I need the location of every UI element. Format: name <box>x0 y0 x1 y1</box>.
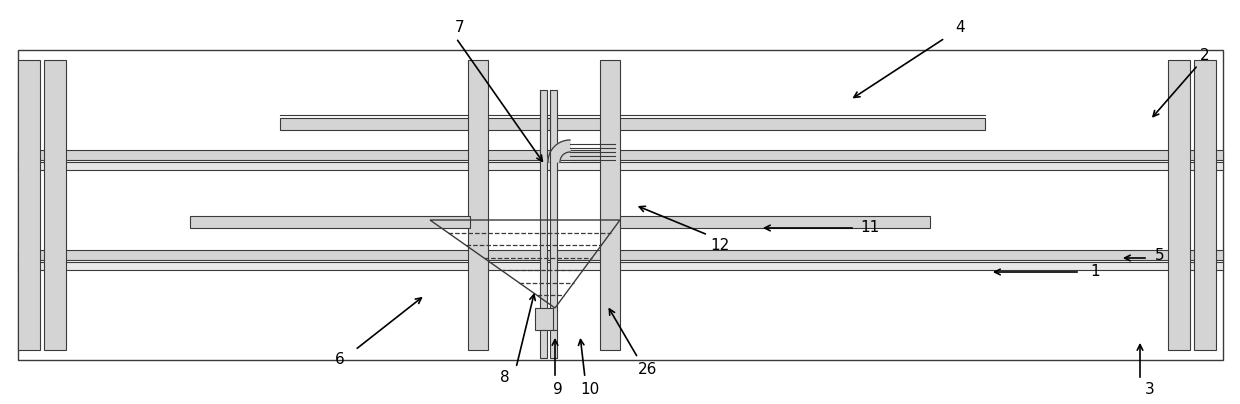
Bar <box>620 216 930 228</box>
Text: 1: 1 <box>1090 265 1100 280</box>
Text: 11: 11 <box>861 221 879 236</box>
Polygon shape <box>548 140 570 162</box>
Bar <box>600 60 620 350</box>
Bar <box>190 216 470 228</box>
Bar <box>19 262 1223 270</box>
Bar <box>280 118 985 130</box>
Bar <box>19 150 1223 160</box>
Bar <box>19 50 1223 360</box>
Text: 6: 6 <box>335 353 345 368</box>
Text: 26: 26 <box>639 362 657 377</box>
Bar <box>467 60 489 350</box>
Text: 9: 9 <box>553 383 563 398</box>
Bar <box>539 330 547 358</box>
Text: 3: 3 <box>1145 383 1154 398</box>
Bar <box>1194 60 1216 350</box>
Bar <box>1168 60 1190 350</box>
Bar <box>551 330 557 358</box>
Text: 7: 7 <box>455 21 465 36</box>
Text: 5: 5 <box>1156 248 1164 263</box>
Bar <box>19 60 40 350</box>
Text: 4: 4 <box>955 21 965 36</box>
Text: 12: 12 <box>711 238 729 252</box>
Bar <box>19 162 1223 170</box>
Bar <box>534 308 553 330</box>
Bar <box>539 90 547 330</box>
Bar <box>551 90 557 330</box>
Text: 2: 2 <box>1200 48 1210 63</box>
Bar <box>19 250 1223 260</box>
Bar <box>43 60 66 350</box>
Text: 10: 10 <box>580 383 600 398</box>
Text: 8: 8 <box>500 370 510 385</box>
